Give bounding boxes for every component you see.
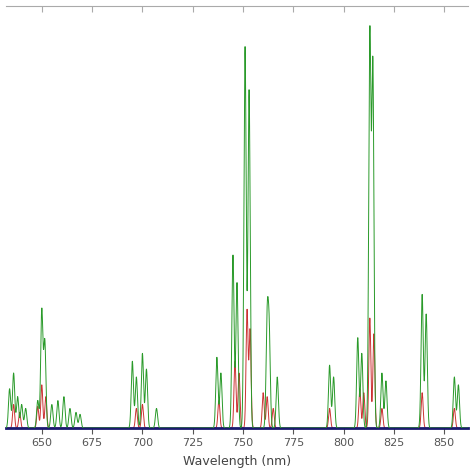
X-axis label: Wavelength (nm): Wavelength (nm) bbox=[183, 456, 291, 468]
